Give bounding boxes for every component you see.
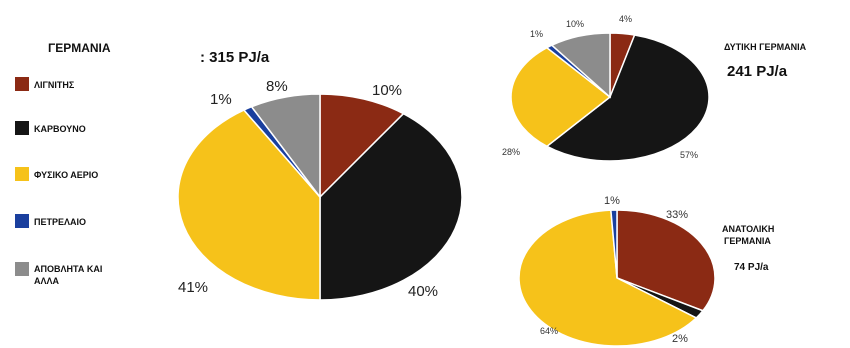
east-label-oil: 1% — [604, 195, 620, 207]
legend-label-gas: ΦΥΣΙΚΟ ΑΕΡΙΟ — [34, 170, 98, 180]
west-label-lignite: 4% — [619, 14, 632, 24]
east-chart-title: ΑΝΑΤΟΛΙΚΗ — [722, 224, 774, 234]
main-label-gas: 41% — [178, 279, 208, 296]
east-label-coal: 2% — [672, 333, 688, 345]
east-label-gas: 64% — [540, 326, 558, 336]
main-label-oil: 1% — [210, 91, 232, 108]
legend-label-oil: ΠΕΤΡΕΛΑΙΟ — [34, 217, 86, 227]
legend-swatch-gas — [15, 167, 29, 181]
west-chart-title: ΔΥΤΙΚΗ ΓΕΡΜΑΝΙΑ — [724, 42, 807, 52]
west-label-coal: 57% — [680, 150, 698, 160]
pie-germany — [177, 93, 463, 301]
west-label-gas: 28% — [502, 147, 520, 157]
east-chart-title-line2: ΓΕΡΜΑΝΙΑ — [724, 236, 771, 246]
west-chart-total: 241 PJ/a — [727, 63, 788, 80]
germany-slice-lignite — [319, 93, 405, 199]
main-chart-total: : 315 PJ/a — [200, 49, 270, 66]
germany-slice-coal — [319, 112, 463, 301]
east-slice-lignite — [616, 209, 716, 312]
legend-swatch-waste — [15, 262, 29, 276]
east-slice-gas — [518, 209, 698, 347]
legend-label-waste: ΑΠΟΒΛΗΤΑ ΚΑΙ — [34, 264, 102, 274]
germany-slice-waste — [250, 93, 321, 200]
main-label-waste: 8% — [266, 78, 288, 95]
west-slice-coal — [545, 34, 710, 162]
west-slice-gas — [510, 46, 612, 148]
legend-swatch-lignite — [15, 77, 29, 91]
legend-swatch-oil — [15, 214, 29, 228]
main-label-lignite: 10% — [372, 82, 402, 99]
legend-label-waste-line2: ΑΛΛΑ — [34, 276, 60, 286]
east-chart-total: 74 PJ/a — [734, 262, 769, 273]
east-label-lignite: 33% — [666, 209, 688, 221]
west-label-oil: 1% — [530, 29, 543, 39]
main-chart-title: ΓΕΡΜΑΝΙΑ — [48, 41, 111, 55]
legend-label-coal: ΚΑΡΒΟΥΝΟ — [34, 124, 86, 134]
west-slice-waste — [550, 32, 611, 99]
east-slice-oil — [610, 209, 618, 279]
legend-swatch-coal — [15, 121, 29, 135]
west-label-waste: 10% — [566, 19, 584, 29]
main-label-coal: 40% — [408, 283, 438, 300]
legend-label-lignite: ΛΙΓΝΙΤΗΣ — [34, 80, 75, 90]
pie-west-germany — [510, 32, 710, 162]
pie-east-germany — [518, 209, 716, 347]
legend: ΛΙΓΝΙΤΗΣ ΚΑΡΒΟΥΝΟ ΦΥΣΙΚΟ ΑΕΡΙΟ ΠΕΤΡΕΛΑΙΟ… — [15, 77, 102, 286]
